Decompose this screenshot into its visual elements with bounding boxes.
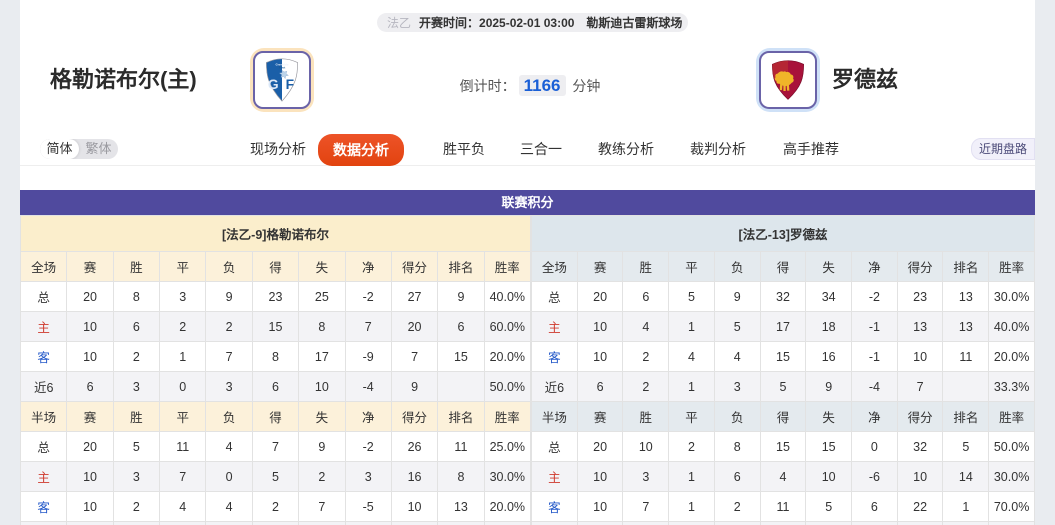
svg-text:Foot: Foot — [279, 66, 285, 70]
svg-text:F: F — [286, 77, 294, 92]
svg-text:G: G — [268, 77, 279, 92]
